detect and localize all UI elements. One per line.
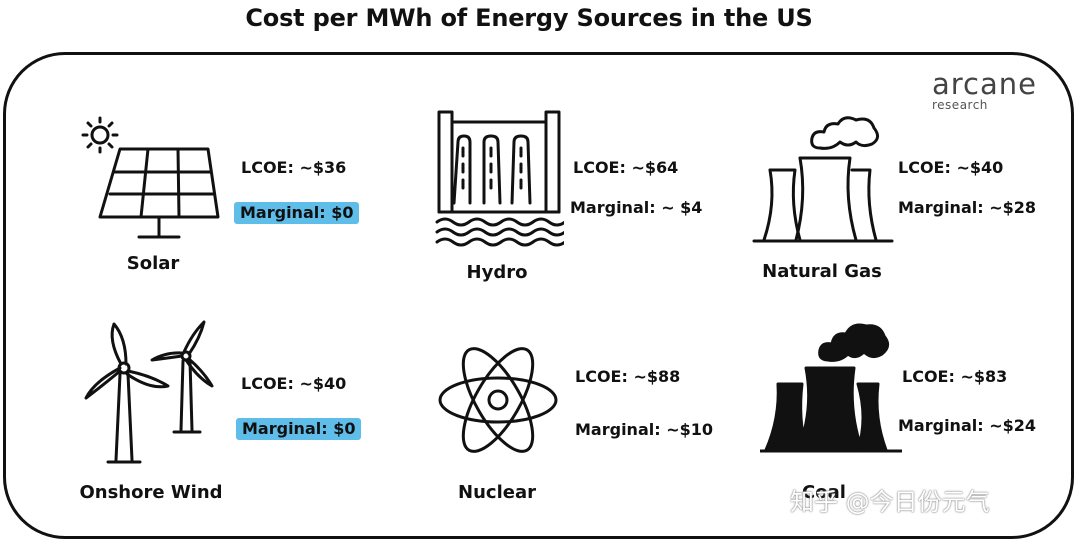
nuclear-marginal: Marginal: ~$10 [575, 420, 713, 439]
coal-plant-icon [760, 323, 902, 453]
wind-name: Onshore Wind [79, 482, 223, 503]
wind-lcoe: LCOE: ~$40 [241, 374, 347, 393]
solar-name: Solar [126, 253, 180, 274]
logo-sub-text: research [932, 98, 988, 112]
nuclear-name: Nuclear [458, 482, 536, 503]
hydro-name: Hydro [466, 262, 528, 283]
nuclear-lcoe: LCOE: ~$88 [575, 367, 681, 386]
arcane-logo: arcane research [932, 68, 1037, 112]
page-title: Cost per MWh of Energy Sources in the US [245, 4, 813, 32]
coal-lcoe: LCOE: ~$83 [902, 367, 1008, 386]
watermark: 知乎 @今日份元气 [790, 488, 990, 516]
solar-marginal-badge: Marginal: $0 [234, 202, 360, 224]
coal-name: Coal [802, 482, 846, 503]
wind-turbine-icon [84, 320, 214, 464]
atom-icon [438, 347, 558, 453]
wind-marginal-badge: Marginal: $0 [236, 418, 362, 440]
solar-lcoe: LCOE: ~$36 [241, 158, 347, 177]
coal-marginal: Marginal: ~$24 [898, 416, 1036, 435]
content-frame [3, 52, 1074, 539]
natural-gas-plant-icon [752, 116, 894, 243]
gas-name: Natural Gas [762, 261, 882, 282]
gas-marginal: Marginal: ~$28 [898, 198, 1036, 217]
gas-lcoe: LCOE: ~$40 [898, 158, 1004, 177]
solar-panel-icon [81, 116, 220, 239]
logo-main-text: arcane [932, 67, 1037, 101]
hydro-marginal: Marginal: ~ $4 [570, 198, 703, 217]
hydro-lcoe: LCOE: ~$64 [573, 158, 679, 177]
hydro-dam-icon [435, 110, 564, 247]
